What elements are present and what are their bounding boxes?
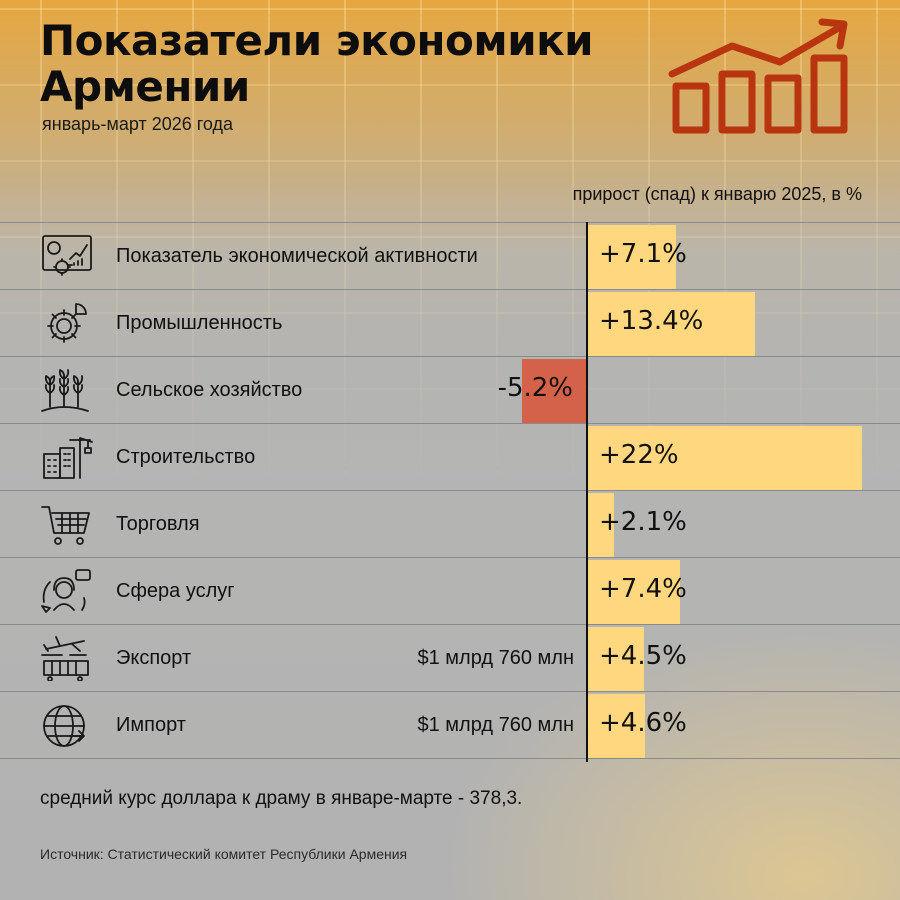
value-label: +4.6%	[599, 708, 687, 738]
value-bar	[588, 292, 755, 356]
chart-row: Сельское хозяйство -5.2%	[0, 356, 900, 423]
trade-volume-label: $1 млрд 760 млн	[417, 714, 574, 736]
source-credit: Источник: Статистический комитет Республ…	[40, 846, 408, 862]
value-label: +22%	[599, 440, 679, 470]
chart-row: Торговля +2.1%	[0, 490, 900, 557]
category-label: Строительство	[116, 446, 256, 468]
trade-volume-label: $1 млрд 760 млн	[417, 647, 574, 669]
value-bar	[588, 627, 645, 691]
category-label: Торговля	[116, 513, 200, 535]
chart-row: Экспорт $1 млрд 760 млн +4.5%	[0, 624, 900, 691]
chart-row: Показатель экономической активности +7.1%	[0, 222, 900, 289]
value-label: +7.4%	[599, 574, 687, 604]
building-crane-icon	[43, 437, 93, 479]
value-label: +7.1%	[599, 239, 687, 269]
value-label: +2.1%	[599, 507, 687, 537]
wheat-icon	[41, 369, 89, 412]
background-glow	[440, 620, 900, 900]
page-title: Показатели экономики Армении	[40, 16, 594, 111]
footer-note: средний курс доллара к драму в январе-ма…	[40, 788, 523, 809]
category-label: Сфера услуг	[116, 580, 235, 602]
category-label: Сельское хозяйство	[116, 379, 303, 401]
chart-row: Сфера услуг +7.4%	[0, 557, 900, 624]
page-subtitle: январь-март 2026 года	[42, 114, 234, 134]
chart-rows: Показатель экономической активности +7.1%…	[0, 222, 900, 759]
category-label: Промышленность	[116, 312, 283, 334]
value-label: -5.2%	[497, 373, 573, 403]
growth-chart-icon	[668, 18, 848, 134]
shopping-cart-icon	[41, 506, 90, 545]
value-bar	[588, 225, 677, 289]
value-bar	[588, 694, 646, 758]
chart-row: Промышленность +13.4%	[0, 289, 900, 356]
export-plane-icon	[41, 636, 89, 681]
category-label: Экспорт	[116, 647, 192, 669]
category-label: Импорт	[116, 714, 186, 736]
value-bar	[522, 359, 587, 423]
category-label: Показатель экономической активности	[116, 245, 478, 267]
value-label: +4.5%	[599, 641, 687, 671]
dashboard-icon	[42, 235, 92, 276]
value-bar	[588, 426, 862, 490]
chart-row: Импорт $1 млрд 760 млн +4.6%	[0, 691, 900, 759]
zero-axis-line	[586, 222, 588, 762]
unit-label: прирост (спад) к январю 2025, в %	[572, 184, 862, 204]
value-bar	[588, 493, 615, 557]
chart-row: Строительство +22%	[0, 423, 900, 490]
value-bar	[588, 560, 681, 624]
support-agent-icon	[41, 569, 91, 613]
import-globe-icon	[43, 705, 85, 747]
gear-icon	[47, 303, 87, 343]
value-label: +13.4%	[599, 306, 704, 336]
